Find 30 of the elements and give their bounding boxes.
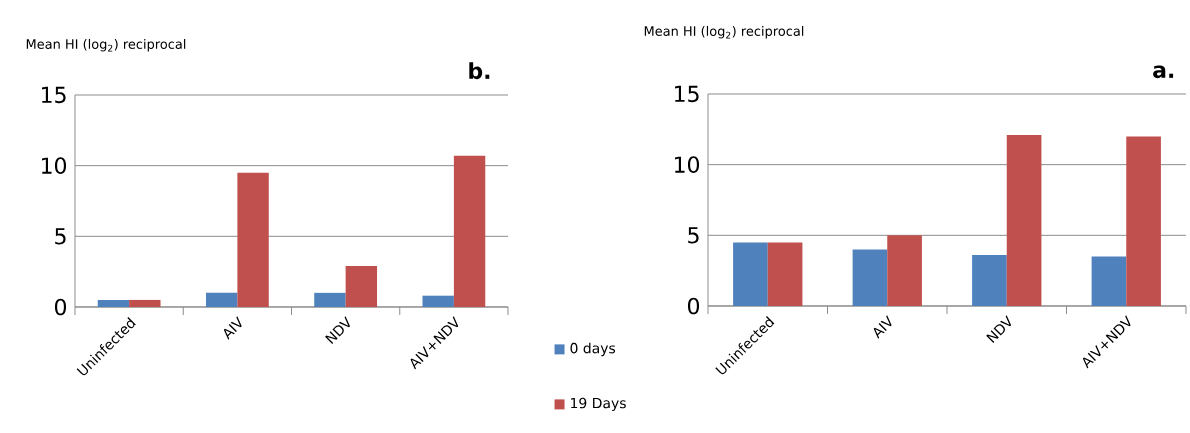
y-tick-label: 10 (42, 157, 67, 174)
y-tick-label: 15 (42, 86, 66, 104)
bar (972, 255, 1007, 306)
bar (852, 249, 888, 306)
bar (205, 292, 238, 307)
bar (453, 155, 486, 307)
bar (733, 242, 768, 306)
legend-label: 19 Days (571, 397, 626, 412)
bar (345, 266, 378, 307)
legend-label: 0 days (570, 342, 616, 357)
bar (314, 292, 346, 307)
bar (1126, 136, 1161, 306)
bar (1006, 134, 1042, 306)
bar (887, 235, 922, 306)
y-tick-label: 15 (675, 85, 699, 103)
bar (237, 172, 269, 307)
bar (129, 299, 161, 307)
bar (97, 299, 130, 307)
bar (422, 295, 454, 307)
y-tick-label: 10 (675, 156, 700, 173)
y-axis-title: Mean HI (log$_{2}$) reciprocal (644, 25, 804, 39)
bar (767, 242, 803, 306)
y-axis-title: Mean HI (log$_{2}$) reciprocal (26, 38, 186, 52)
y-tick-label: 5 (688, 227, 699, 244)
chart-title: a. (1153, 65, 1174, 79)
y-tick-label: 5 (55, 228, 66, 245)
y-tick-label: 0 (687, 297, 700, 315)
chart-title: b. (469, 62, 490, 80)
bar (1091, 256, 1127, 306)
y-tick-label: 0 (54, 298, 67, 316)
